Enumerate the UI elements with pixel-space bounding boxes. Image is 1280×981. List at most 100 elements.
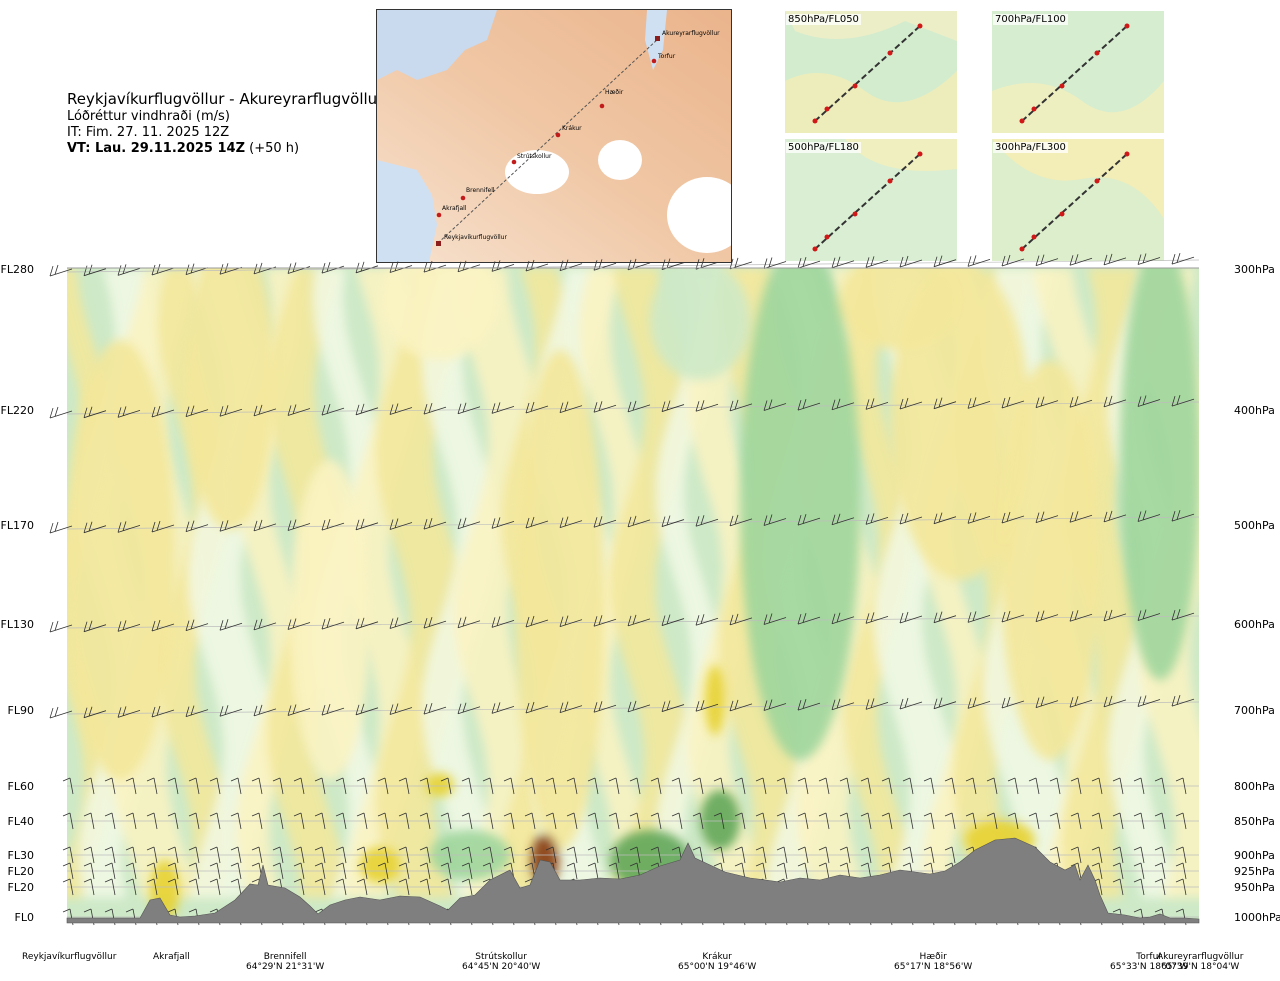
- wind-barb: [865, 398, 889, 410]
- wind-barb: [251, 908, 263, 926]
- wind-barb: [1049, 878, 1061, 896]
- wind-barb: [776, 812, 788, 830]
- wind-barb: [545, 908, 557, 926]
- field-cell: [700, 790, 740, 850]
- wind-barb: [104, 846, 116, 864]
- wind-barb: [692, 878, 704, 896]
- wind-barb: [566, 846, 578, 864]
- wind-barb: [729, 613, 753, 626]
- wind-barb: [902, 812, 914, 830]
- wind-barb: [377, 777, 389, 795]
- wind-barb: [219, 619, 243, 631]
- wind-barb: [125, 908, 137, 926]
- wind-barb: [734, 908, 746, 926]
- wind-barb: [117, 521, 141, 533]
- wind-barb: [1133, 812, 1145, 830]
- wind-barb: [1154, 846, 1166, 864]
- wind-barb: [671, 862, 683, 880]
- level-line: [66, 401, 1200, 415]
- mini-map-svg: [785, 139, 957, 261]
- wind-barb: [923, 878, 935, 896]
- wind-barb: [253, 404, 277, 417]
- wind-barb: [881, 908, 893, 926]
- wind-barb: [923, 862, 935, 880]
- wind-barb: [117, 706, 141, 718]
- wind-barb: [692, 908, 704, 926]
- wind-barb: [482, 878, 494, 896]
- wind-barb: [587, 878, 599, 896]
- wind-barb: [729, 514, 753, 527]
- wind-barb: [1049, 812, 1061, 830]
- wind-barb: [650, 878, 662, 896]
- pressure-tick-label: 600hPa: [1234, 618, 1275, 631]
- variable-label: Lóðréttur vindhraði (m/s): [67, 109, 230, 124]
- wind-barb: [734, 878, 746, 896]
- wind-barb: [545, 846, 557, 864]
- wind-barb: [461, 777, 473, 795]
- level-line: [66, 516, 1200, 530]
- wind-barb: [377, 908, 389, 926]
- wind-barb: [831, 698, 855, 711]
- wind-barb: [1035, 610, 1059, 622]
- wind-barb: [776, 777, 788, 795]
- wind-barb: [1035, 696, 1059, 708]
- wind-barb: [230, 812, 242, 830]
- wind-barb: [661, 700, 685, 712]
- wind-barb: [525, 401, 549, 414]
- wind-barb: [755, 846, 767, 864]
- route-point-label: Brennifell 64°29'N 21°31'W: [246, 952, 324, 972]
- wind-barb: [293, 878, 305, 896]
- field-band: [313, 268, 379, 898]
- wind-barb: [230, 777, 242, 795]
- wind-barb: [1137, 510, 1161, 522]
- wind-barb: [587, 862, 599, 880]
- wind-barb: [1133, 862, 1145, 880]
- wind-barb: [797, 878, 809, 896]
- map-label: Hæðir: [605, 89, 624, 96]
- wind-barb: [627, 700, 651, 713]
- wind-barb: [902, 862, 914, 880]
- wind-barb: [151, 705, 175, 718]
- wind-barb: [482, 862, 494, 880]
- wind-barb: [944, 908, 956, 926]
- map-station-haedir: Hæðir: [599, 89, 624, 109]
- wind-barb: [587, 908, 599, 926]
- wind-barb: [818, 812, 830, 830]
- wind-barb: [398, 812, 410, 830]
- wind-barb: [1007, 777, 1019, 795]
- wind-barb: [335, 878, 347, 896]
- wind-barb: [902, 777, 914, 795]
- wind-barb: [185, 705, 209, 717]
- wind-barb: [713, 878, 725, 896]
- wind-barb: [1091, 908, 1103, 926]
- wind-barb: [253, 519, 277, 532]
- wind-barb: [461, 862, 473, 880]
- wind-barb: [83, 706, 107, 719]
- level-line: [66, 701, 1200, 715]
- wind-barb: [860, 846, 872, 864]
- wind-barb: [272, 862, 284, 880]
- wind-barb: [1069, 696, 1093, 708]
- wind-barb: [287, 262, 311, 274]
- wind-barb: [776, 878, 788, 896]
- field-band: [718, 268, 810, 898]
- wind-barb: [1001, 396, 1025, 409]
- wind-barb: [1070, 878, 1082, 896]
- wind-barb: [1069, 511, 1093, 523]
- wind-barb: [923, 846, 935, 864]
- field-cells: [67, 268, 1199, 920]
- wind-barb: [1175, 878, 1187, 896]
- title-block: Reykjavíkurflugvöllur - Akureyrarflugvöl…: [67, 90, 383, 157]
- wind-barb: [377, 812, 389, 830]
- wind-barb: [671, 878, 683, 896]
- wind-barb: [692, 777, 704, 795]
- fl-tick-label: FL20: [7, 865, 34, 878]
- wind-barb: [899, 697, 923, 710]
- field-cell: [67, 340, 175, 780]
- wind-barb: [209, 846, 221, 864]
- wind-barb: [986, 846, 998, 864]
- wind-barb: [797, 699, 821, 711]
- wind-barb: [482, 812, 494, 830]
- level-line: [66, 615, 1200, 629]
- map-label: Strútskollur: [517, 153, 552, 160]
